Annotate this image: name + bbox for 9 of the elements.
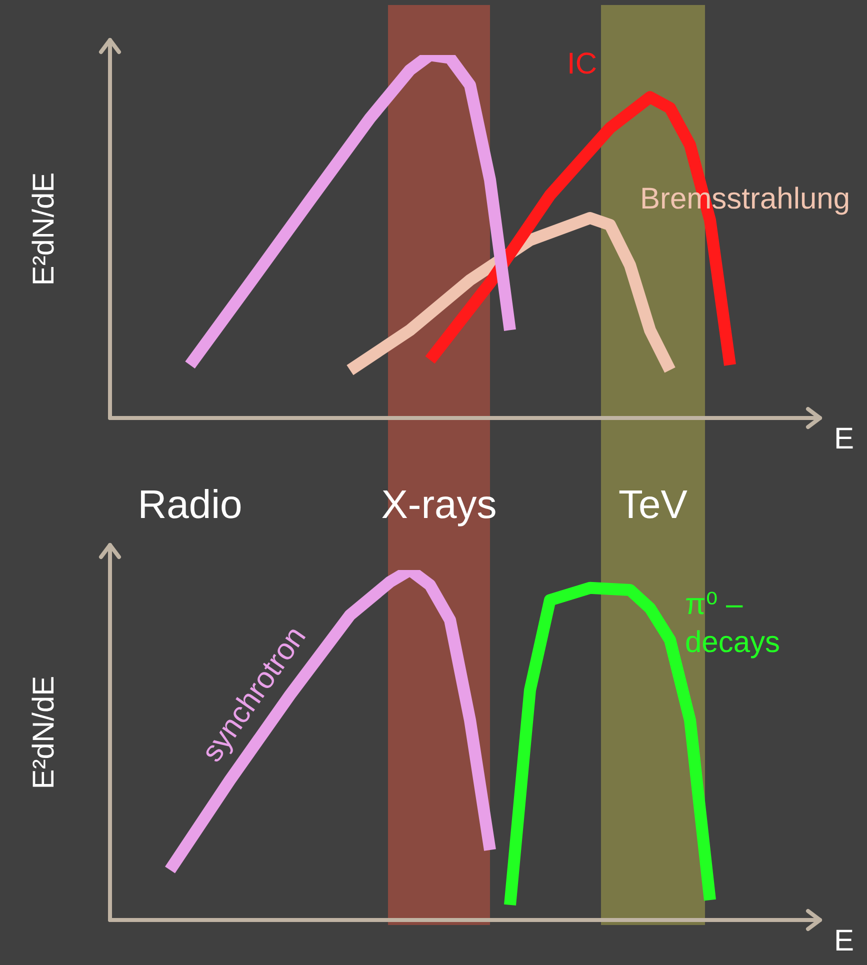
x-axis-title: E [834,422,854,456]
text: Radio [138,483,242,528]
text: X-rays [381,483,497,528]
text: TeV [618,483,688,528]
x-axis-title: E [834,924,854,958]
series-label: IC [567,47,597,80]
y-axis-title: E²dN/dE [27,676,60,790]
y-axis-title: E²dN/dE [27,172,60,286]
series-label: π⁰ – decays [685,588,780,660]
